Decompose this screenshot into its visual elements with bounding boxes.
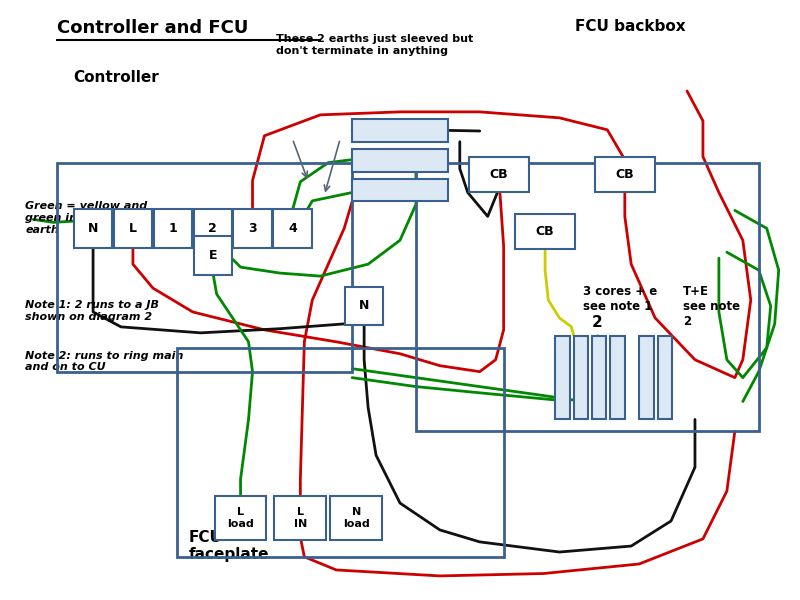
Text: FCU
faceplate: FCU faceplate <box>189 530 270 562</box>
FancyBboxPatch shape <box>214 496 266 541</box>
Bar <box>639 336 654 419</box>
Text: CB: CB <box>615 168 634 181</box>
Bar <box>177 348 504 557</box>
Text: 3 cores + e
see note 1: 3 cores + e see note 1 <box>583 285 658 313</box>
Text: Controller and FCU: Controller and FCU <box>57 19 249 37</box>
Bar <box>658 336 672 419</box>
Text: N: N <box>359 299 370 313</box>
Text: CB: CB <box>490 168 508 181</box>
Text: 2: 2 <box>591 315 602 330</box>
Bar <box>610 336 625 419</box>
Text: N: N <box>88 222 98 235</box>
Text: L: L <box>129 222 137 235</box>
FancyBboxPatch shape <box>154 209 192 248</box>
Text: FCU backbox: FCU backbox <box>575 19 686 34</box>
Bar <box>416 163 758 431</box>
Text: L
load: L load <box>227 507 254 529</box>
Text: T+E
see note
2: T+E see note 2 <box>683 285 740 328</box>
Text: L
IN: L IN <box>294 507 307 529</box>
FancyBboxPatch shape <box>274 209 311 248</box>
FancyBboxPatch shape <box>515 214 575 248</box>
Bar <box>555 336 570 419</box>
FancyBboxPatch shape <box>330 496 382 541</box>
FancyBboxPatch shape <box>469 157 529 192</box>
Bar <box>592 336 606 419</box>
Text: E: E <box>209 249 217 262</box>
Bar <box>57 163 352 371</box>
Text: Green = yellow and
green in real world =
earth: Green = yellow and green in real world =… <box>26 202 158 235</box>
FancyBboxPatch shape <box>74 209 112 248</box>
Bar <box>574 336 588 419</box>
FancyBboxPatch shape <box>194 236 232 275</box>
Bar <box>352 149 448 172</box>
FancyBboxPatch shape <box>345 287 383 325</box>
Text: Note 1: 2 runs to a JB
shown on diagram 2: Note 1: 2 runs to a JB shown on diagram … <box>26 300 159 322</box>
Text: CB: CB <box>536 225 554 238</box>
Text: 2: 2 <box>208 222 217 235</box>
Text: 3: 3 <box>248 222 257 235</box>
FancyBboxPatch shape <box>274 496 326 541</box>
FancyBboxPatch shape <box>595 157 654 192</box>
Text: Note 2: runs to ring main
and on to CU: Note 2: runs to ring main and on to CU <box>26 351 184 373</box>
FancyBboxPatch shape <box>114 209 152 248</box>
Bar <box>352 119 448 142</box>
FancyBboxPatch shape <box>194 209 232 248</box>
Bar <box>352 179 448 202</box>
Text: These 2 earths just sleeved but
don't terminate in anything: These 2 earths just sleeved but don't te… <box>277 34 474 56</box>
Text: 1: 1 <box>169 222 177 235</box>
Text: Controller: Controller <box>73 70 159 85</box>
Text: 4: 4 <box>288 222 297 235</box>
FancyBboxPatch shape <box>234 209 272 248</box>
Text: N
load: N load <box>342 507 370 529</box>
